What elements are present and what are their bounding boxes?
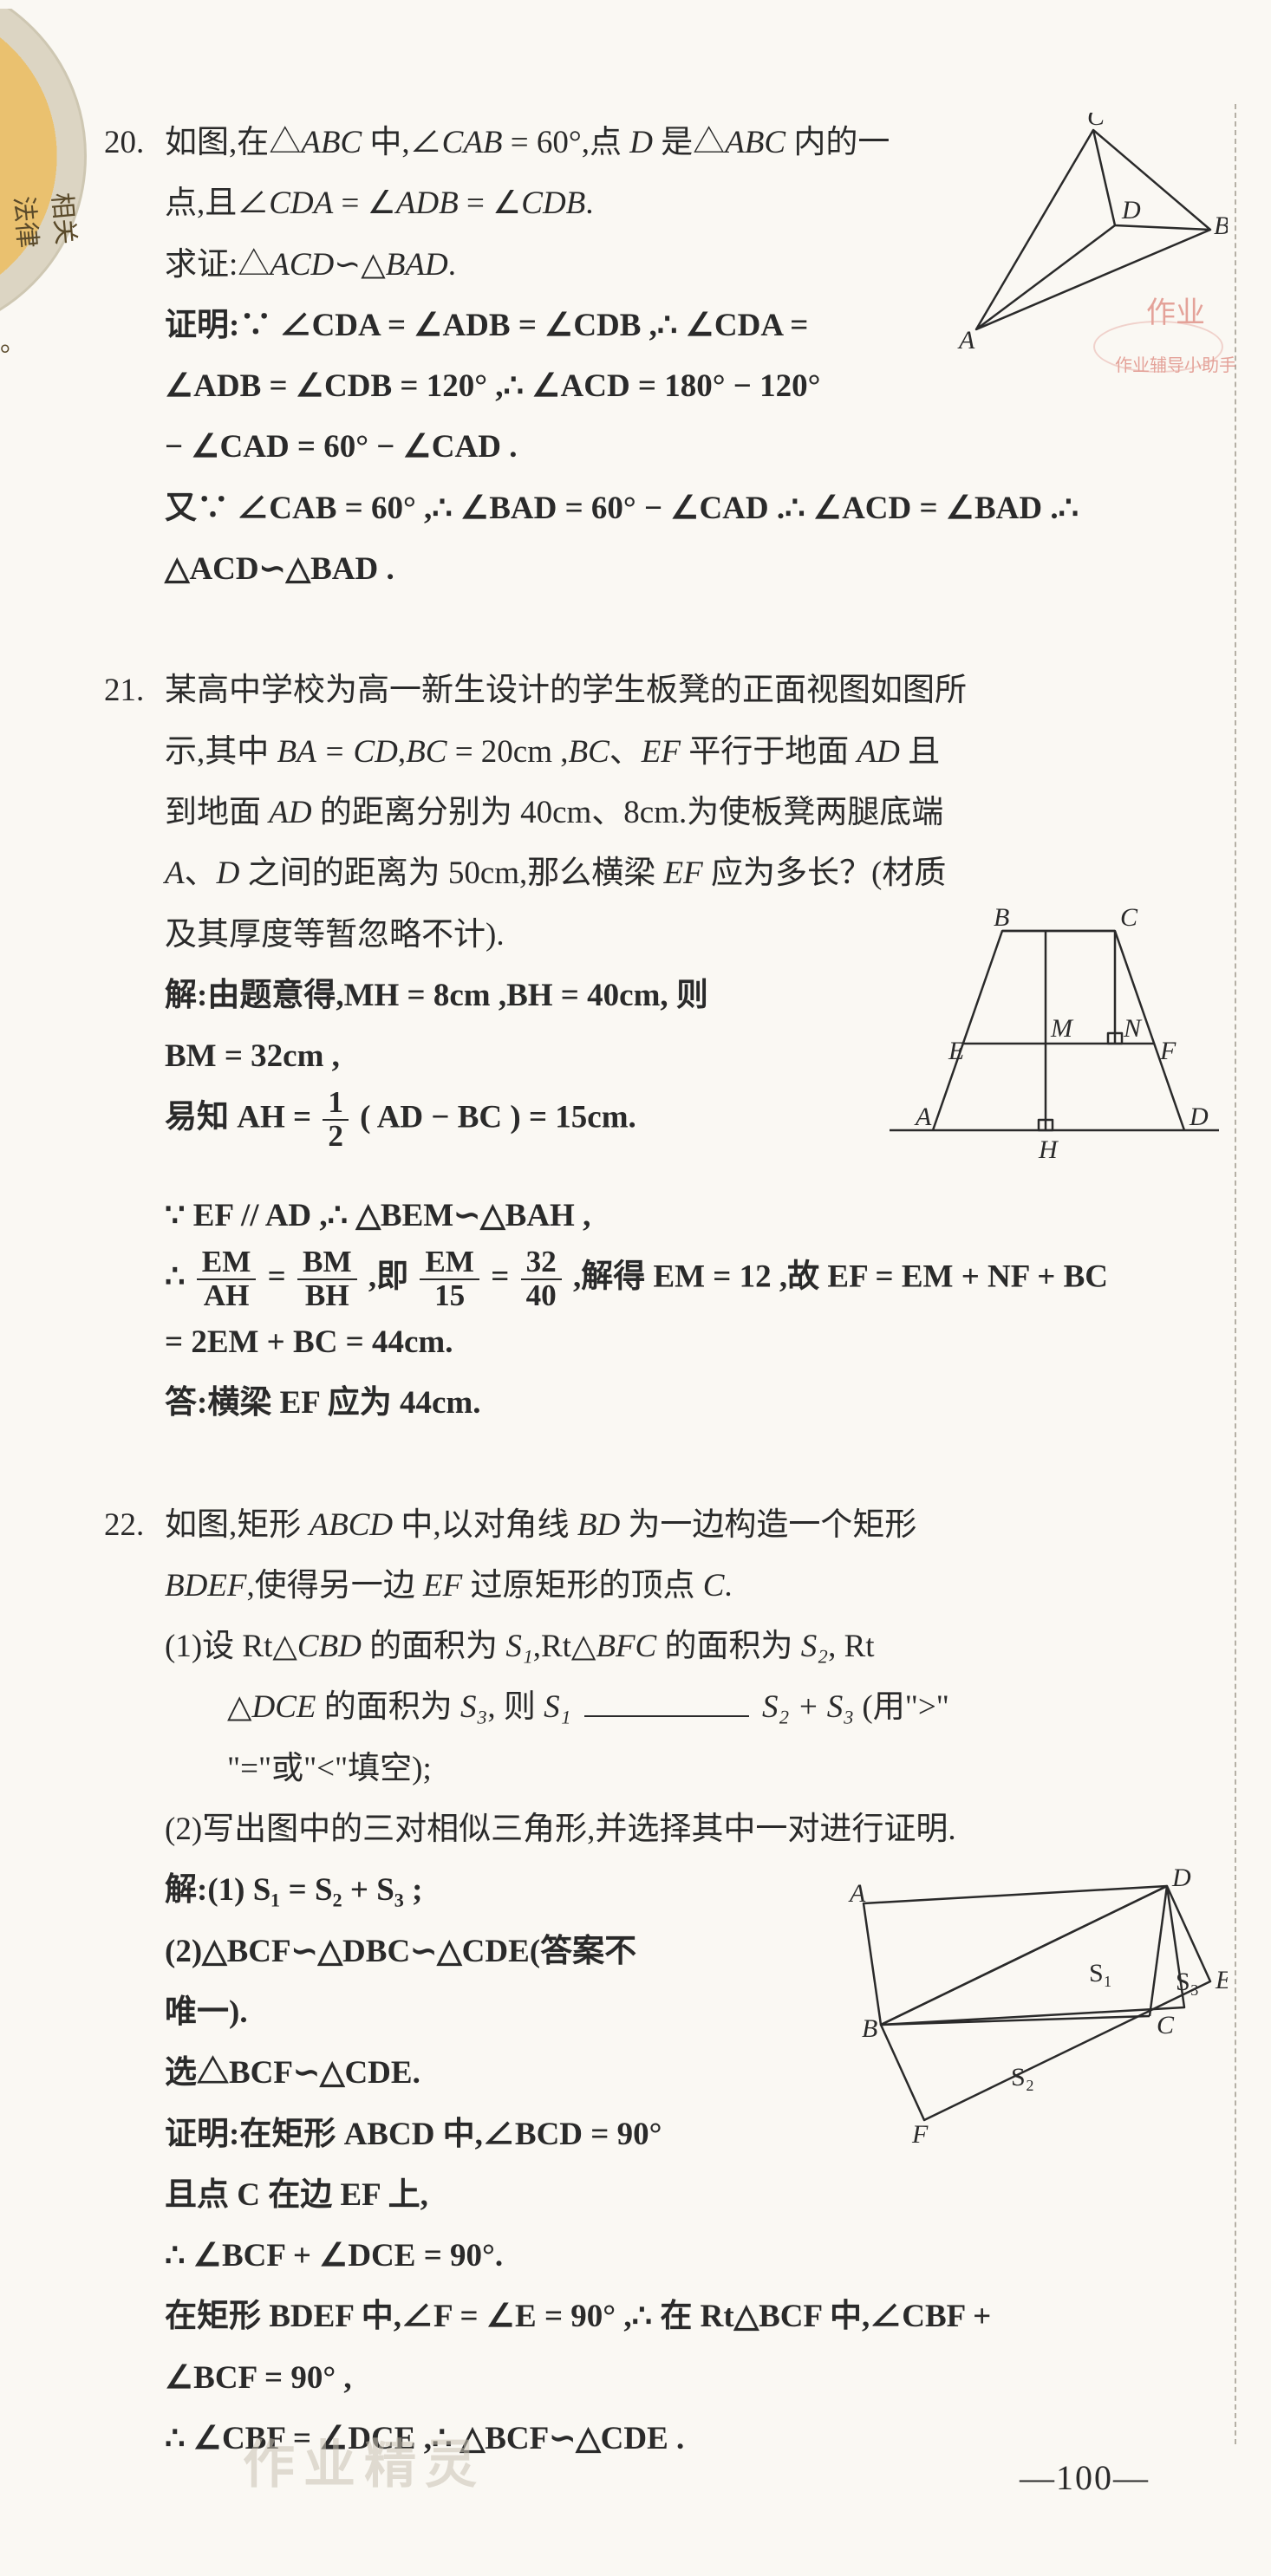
svg-text:D: D (1121, 196, 1141, 224)
p21-sol-7: 答:横梁 EF 应为 44cm. (165, 1373, 1228, 1434)
p22-figure: A D B C E F S₁ S₂ S₃ (829, 1860, 1228, 2193)
svg-text:S₂: S₂ (1011, 2063, 1034, 2091)
p22-sol-5: 证明:在矩形 ABCD 中,∠BCD = 90° (165, 2104, 811, 2165)
p22-sol-4: 选△BCF∽△CDE. (165, 2043, 811, 2104)
page-content: 20. 如图,在△ABC 中,∠CAB = 60°,点 D 是△ABC 内的一 … (0, 0, 1271, 2576)
svg-text:E: E (948, 1037, 964, 1065)
p21-line4: A、D 之间的距离为 50cm,那么横梁 EF 应为多长？(材质 (165, 843, 1228, 904)
p22-sol-6: 且点 C 在边 EF 上, (165, 2165, 811, 2226)
p21-figure: B C E M N F A D H (881, 905, 1228, 1186)
p21-line2: 示,其中 BA = CD,BC = 20cm ,BC、EF 平行于地面 AD 且 (165, 722, 1228, 783)
svg-text:S₃: S₃ (1176, 1968, 1199, 1996)
p22-q1: (1)设 Rt△CBD 的面积为 S₁,Rt△BFC 的面积为 S₂, Rt (165, 1617, 1228, 1677)
svg-text:N: N (1123, 1014, 1143, 1043)
svg-text:D: D (1171, 1864, 1191, 1892)
svg-text:F: F (1159, 1037, 1176, 1065)
p21-sol-6: = 2EM + BC = 44cm. (165, 1312, 1228, 1373)
p20-line3: 求证:△ACD∽△BAD. (165, 235, 933, 296)
p22-sol-1: 解:(1) S₁ = S₂ + S₃ ; (165, 1860, 811, 1921)
page-number: —100— (1020, 2457, 1150, 2498)
problem-20: 20. 如图,在△ABC 中,∠CAB = 60°,点 D 是△ABC 内的一 … (104, 113, 1228, 600)
problem-22: 22. 如图,矩形 ABCD 中,以对角线 BD 为一边构造一个矩形 BDEF,… (104, 1495, 1228, 2470)
p22-q3: "="或"<"填空); (165, 1739, 1228, 1799)
svg-text:A: A (914, 1103, 932, 1131)
svg-text:B: B (862, 2014, 877, 2043)
svg-text:H: H (1038, 1135, 1059, 1164)
p21-sol-1: 解:由题意得,MH = 8cm ,BH = 40cm, 则 (165, 966, 864, 1026)
svg-text:E: E (1215, 1966, 1228, 1994)
p20-line1: 如图,在△ABC 中,∠CAB = 60°,点 D 是△ABC 内的一 (165, 113, 933, 173)
p20-proof-5: △ACD∽△BAD . (165, 539, 1228, 600)
p21-sol-5: ∴ EMAH = BMBH ,即 EM15 = 3240 ,解得 EM = 12… (165, 1246, 1228, 1312)
problem-21: 21. 某高中学校为高一新生设计的学生板凳的正面视图如图所 示,其中 BA = … (104, 660, 1228, 1434)
svg-text:S₁: S₁ (1089, 1959, 1112, 1987)
p22-q4: (2)写出图中的三对相似三角形,并选择其中一对进行证明. (165, 1799, 1228, 1860)
blank-line (584, 1715, 749, 1717)
p20-proof-3: − ∠CAD = 60° − ∠CAD . (165, 417, 933, 478)
p21-sol-4: ∵ EF // AD ,∴ △BEM∽△BAH , (165, 1186, 1228, 1246)
svg-text:A: A (957, 326, 975, 355)
watermark: 作业精灵 (243, 2423, 486, 2498)
svg-text:F: F (911, 2120, 929, 2149)
p20-proof-4: 又∵ ∠CAB = 60° ,∴ ∠BAD = 60° − ∠CAD .∴ ∠A… (165, 478, 1228, 539)
p20-proof-1: 证明:∵ ∠CDA = ∠ADB = ∠CDB ,∴ ∠CDA = (165, 296, 933, 356)
p22-sol-8: 在矩形 BDEF 中,∠F = ∠E = 90° ,∴ 在 Rt△BCF 中,∠… (165, 2287, 1228, 2347)
svg-text:C: C (1120, 905, 1138, 932)
p21-sol-3: 易知 AH = 12 ( AD − BC ) = 15cm. (165, 1087, 864, 1153)
svg-text:B: B (1214, 211, 1228, 240)
svg-text:D: D (1189, 1103, 1209, 1131)
p22-sol-9: ∠BCF = 90° , (165, 2348, 1228, 2409)
p21-sol-2: BM = 32cm , (165, 1026, 864, 1087)
p20-proof-2: ∠ADB = ∠CDB = 120° ,∴ ∠ACD = 180° − 120° (165, 356, 933, 417)
svg-text:B: B (994, 905, 1009, 932)
p22-q2: △DCE 的面积为 S₃, 则 S₁ S₂ + S₃ (用">" (165, 1677, 1228, 1738)
p21-line5: 及其厚度等暂忽略不计). (165, 905, 864, 966)
p21-line3: 到地面 AD 的距离分别为 40cm、8cm.为使板凳两腿底端 (165, 783, 1228, 843)
problem-number: 21. (104, 660, 144, 721)
p20-figure: A B C D 作业 作业辅导小助手 (950, 113, 1228, 376)
svg-text:C: C (1087, 113, 1105, 131)
svg-text:M: M (1050, 1014, 1074, 1043)
svg-text:A: A (848, 1879, 866, 1908)
problem-number: 20. (104, 113, 144, 173)
p21-line1: 某高中学校为高一新生设计的学生板凳的正面视图如图所 (165, 660, 1228, 721)
p22-sol-2: (2)△BCF∽△DBC∽△CDE(答案不 (165, 1922, 811, 1982)
p22-sol-3: 唯一). (165, 1982, 811, 2043)
p22-sol-7: ∴ ∠BCF + ∠DCE = 90°. (165, 2226, 1228, 2287)
p22-line2: BDEF,使得另一边 EF 过原矩形的顶点 C. (165, 1556, 1228, 1617)
problem-number: 22. (104, 1495, 144, 1556)
p20-line2: 点,且∠CDA = ∠ADB = ∠CDB. (165, 173, 933, 234)
svg-text:C: C (1157, 2011, 1175, 2039)
p22-line1: 如图,矩形 ABCD 中,以对角线 BD 为一边构造一个矩形 (165, 1495, 1228, 1556)
